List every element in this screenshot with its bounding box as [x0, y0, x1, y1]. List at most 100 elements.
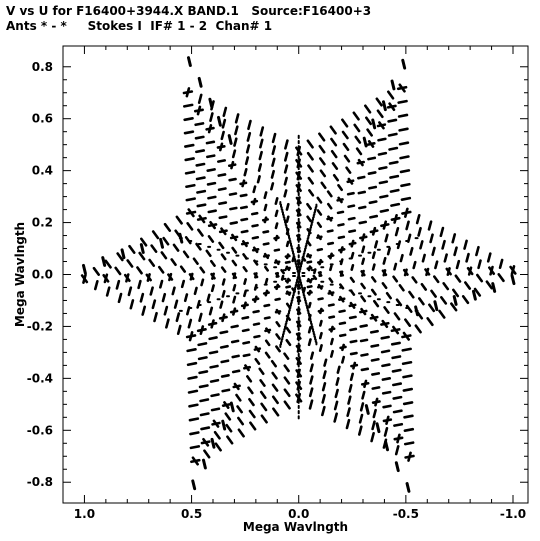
plot-title: V vs U for F16400+3944.X BAND.1 Source:F… — [6, 4, 372, 18]
uv-dash — [198, 370, 209, 375]
uv-dash — [180, 279, 186, 289]
uv-point — [210, 437, 216, 449]
uv-dash — [341, 355, 346, 364]
uv-dash — [308, 387, 314, 398]
uv-dash — [259, 379, 266, 387]
uv-dash — [129, 299, 135, 310]
uv-dash — [357, 190, 367, 195]
uv-dash — [358, 413, 364, 424]
uv-dash — [349, 276, 355, 283]
x-tick-label: -1.0 — [500, 507, 526, 521]
uv-dash — [329, 349, 334, 358]
uv-dash — [239, 181, 248, 186]
uv-dash — [209, 112, 214, 123]
uv-dash — [317, 309, 325, 313]
uv-dash — [348, 315, 357, 320]
uv-dash — [128, 244, 136, 254]
uv-dash — [453, 246, 458, 257]
uv-dash — [417, 226, 422, 237]
uv-dash — [206, 293, 211, 302]
uv-dash — [220, 359, 230, 364]
uv-dash — [390, 216, 401, 221]
uv-dash — [393, 312, 401, 321]
uv-dash — [231, 246, 238, 254]
uv-dash — [199, 412, 210, 417]
uv-dash — [232, 295, 237, 304]
uv-dash — [176, 324, 182, 336]
uv-dash — [403, 441, 415, 446]
uv-dash — [390, 341, 401, 346]
uv-dash — [398, 284, 405, 292]
uv-dash — [271, 132, 277, 144]
uv-dash — [254, 345, 261, 353]
uv-dash — [192, 257, 199, 265]
uv-dash — [381, 269, 388, 277]
uv-dash — [308, 189, 315, 197]
uv-dash — [337, 223, 345, 227]
uv-dash — [353, 123, 361, 133]
uv-dash — [306, 291, 313, 295]
uv-dash — [367, 156, 377, 161]
uv-point — [186, 56, 192, 67]
uv-dash — [316, 260, 324, 264]
uv-dash — [385, 291, 392, 300]
uv-dash — [360, 270, 366, 277]
uv-dash — [183, 293, 189, 303]
uv-dash — [360, 381, 370, 386]
uv-dash — [313, 268, 317, 275]
uv-dash — [138, 251, 146, 261]
uv-dash — [274, 297, 281, 302]
uv-point — [401, 58, 407, 70]
uv-dash — [243, 168, 248, 177]
uv-dash — [141, 305, 147, 316]
uv-dash — [232, 272, 237, 280]
uv-dash — [317, 271, 323, 277]
uv-dash — [235, 393, 242, 402]
uv-dash — [264, 277, 269, 285]
uv-dash — [398, 141, 410, 146]
uv-dash — [317, 297, 324, 301]
uv-dash — [312, 274, 318, 281]
uv-points — [80, 56, 517, 493]
uv-dash — [408, 290, 415, 299]
uv-dash — [341, 130, 349, 140]
uv-dash — [240, 303, 249, 308]
uv-dash — [189, 431, 200, 436]
uv-dash — [415, 213, 421, 225]
uv-dash — [239, 193, 248, 198]
uv-dash — [148, 258, 156, 267]
uv-dash — [395, 298, 403, 307]
uv-point — [491, 282, 497, 293]
uv-dash — [211, 272, 215, 280]
uv-dash — [240, 229, 249, 234]
uv-dash — [388, 102, 396, 112]
uv-dash — [165, 318, 170, 329]
uv-dash — [343, 154, 351, 163]
uv-dash — [229, 206, 238, 211]
uv-dash — [371, 251, 376, 260]
uv-dash — [402, 374, 413, 379]
uv-dash — [251, 235, 260, 240]
uv-dash — [259, 390, 267, 400]
uv-dash — [443, 253, 448, 263]
uv-dash — [248, 397, 255, 407]
uv-dash — [330, 149, 338, 159]
uv-dash — [212, 419, 220, 428]
uv-dash — [345, 166, 352, 174]
uv-dash — [195, 242, 202, 251]
uv-dash — [175, 312, 181, 323]
uv-dash — [307, 338, 312, 347]
uv-dash — [361, 390, 366, 400]
uv-dash — [306, 266, 313, 270]
uv-dash — [309, 375, 314, 385]
uv-dash — [306, 151, 314, 161]
uv-dash — [261, 218, 269, 222]
uv-dash — [285, 339, 292, 347]
uv-dash — [196, 203, 207, 208]
uv-dash — [283, 376, 291, 385]
uv-dash — [274, 222, 279, 230]
uv-dash — [263, 252, 270, 260]
uv-dash — [209, 364, 219, 369]
uv-dash — [221, 388, 231, 393]
uv-dash — [333, 400, 339, 411]
